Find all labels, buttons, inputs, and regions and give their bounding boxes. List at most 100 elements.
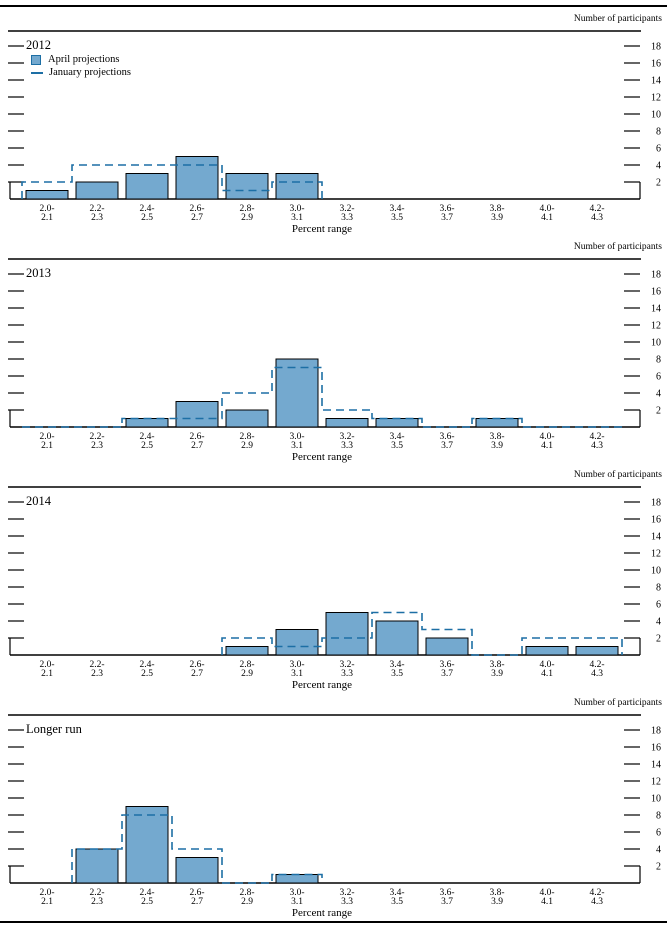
bin-label: 3.8-3.9: [489, 888, 504, 907]
y-tick-label: 12: [651, 777, 661, 788]
april-bar: [175, 401, 219, 428]
y-tick-label: 18: [651, 726, 661, 737]
bin-label: 2.4-2.5: [139, 888, 154, 907]
y-tick-label: 6: [656, 144, 661, 155]
y-tick-label: 16: [651, 287, 661, 298]
y-tick-label: 10: [651, 794, 661, 805]
april-bar: [275, 629, 319, 656]
y-tick-label: 2: [656, 178, 661, 189]
legend: April projections January projections: [31, 53, 131, 79]
bin-label: 2.6-2.7: [189, 660, 204, 679]
histogram-2013: 2 4 6 8 10 12 14 16 18 2.0-2.1 2.2-2.3 2.4-2.5 2.6-2…: [8, 258, 661, 451]
y-tick-label: 14: [651, 304, 661, 315]
april-bar: [125, 806, 169, 884]
april-bar: [325, 418, 369, 428]
y-tick-label: 10: [651, 566, 661, 577]
april-bar: [375, 620, 419, 656]
bin-label: 3.8-3.9: [489, 660, 504, 679]
april-bar: [525, 646, 569, 656]
y-axis-title: Number of participants: [573, 242, 662, 252]
x-axis-title: Percent range: [291, 223, 353, 235]
y-tick-label: 8: [656, 583, 661, 594]
y-tick-label: 8: [656, 127, 661, 138]
x-axis-title: Percent range: [291, 907, 353, 919]
bin-label: 2.8-2.9: [239, 204, 254, 223]
bin-label: 2.8-2.9: [239, 432, 254, 451]
y-tick-label: 12: [651, 93, 661, 104]
april-bar: [225, 646, 269, 656]
x-axis-title: Percent range: [291, 451, 353, 463]
y-tick-label: 2: [656, 406, 661, 417]
bin-label: 4.0-4.1: [539, 432, 554, 451]
bin-label: 3.2-3.3: [339, 432, 354, 451]
y-tick-label: 16: [651, 515, 661, 526]
january-swatch-icon: [31, 71, 43, 74]
y-tick-label: 8: [656, 355, 661, 366]
y-tick-label: 18: [651, 498, 661, 509]
april-bar: [375, 418, 419, 428]
bin-label: 3.4-3.5: [389, 888, 404, 907]
bin-label: 4.2-4.3: [589, 888, 604, 907]
april-bar: [475, 418, 519, 428]
bin-label: 4.2-4.3: [589, 660, 604, 679]
april-bar: [125, 418, 169, 428]
bin-label: 4.0-4.1: [539, 888, 554, 907]
bin-label: 4.2-4.3: [589, 432, 604, 451]
y-tick-label: 10: [651, 338, 661, 349]
bin-label: 2.0-2.1: [39, 660, 54, 679]
y-tick-label: 16: [651, 59, 661, 70]
y-tick-label: 4: [656, 161, 661, 172]
panel-title: 2013: [26, 266, 51, 280]
y-tick-label: 10: [651, 110, 661, 121]
panel-title: Longer run: [26, 722, 82, 736]
bin-label: 4.0-4.1: [539, 204, 554, 223]
january-line: [21, 164, 323, 199]
april-bar: [275, 874, 319, 884]
april-bar: [75, 181, 119, 200]
bin-label: 3.2-3.3: [339, 888, 354, 907]
y-tick-label: 2: [656, 862, 661, 873]
y-axis-title: Number of participants: [573, 14, 662, 24]
y-tick-label: 4: [656, 845, 661, 856]
bin-label: 2.4-2.5: [139, 432, 154, 451]
april-bar: [275, 173, 319, 200]
top-rule: [0, 5, 667, 7]
april-bar: [125, 173, 169, 200]
y-tick-label: 8: [656, 811, 661, 822]
april-bar: [275, 358, 319, 428]
april-bar: [175, 156, 219, 200]
bin-label: 3.8-3.9: [489, 204, 504, 223]
bin-label: 3.4-3.5: [389, 660, 404, 679]
april-bar: [225, 409, 269, 428]
y-tick-label: 4: [656, 617, 661, 628]
legend-april-label: April projections: [48, 54, 120, 65]
bin-label: 2.2-2.3: [89, 204, 104, 223]
y-tick-label: 2: [656, 634, 661, 645]
bin-label: 2.2-2.3: [89, 432, 104, 451]
january-line: [22, 366, 622, 428]
bin-label: 3.6-3.7: [439, 660, 454, 679]
bin-label: 3.8-3.9: [489, 432, 504, 451]
april-bar: [425, 637, 469, 656]
y-tick-label: 16: [651, 743, 661, 754]
legend-item-january: January projections: [31, 66, 131, 79]
bin-label: 3.6-3.7: [439, 888, 454, 907]
bin-label: 2.4-2.5: [139, 204, 154, 223]
bin-label: 3.4-3.5: [389, 204, 404, 223]
bin-label: 2.8-2.9: [239, 660, 254, 679]
y-tick-label: 12: [651, 321, 661, 332]
histogram-2014: 2 4 6 8 10 12 14 16 18 2.0-2.1 2.2-2.3 2.4-2.5 2.6-2…: [8, 486, 661, 679]
bin-label: 3.0-3.1: [289, 888, 304, 907]
april-bar: [175, 857, 219, 884]
y-tick-label: 18: [651, 42, 661, 53]
bin-label: 2.8-2.9: [239, 888, 254, 907]
panel-2013: Number of participants 2 4 6 8 10 12 14 16 18 2.0…: [0, 237, 667, 465]
panel-title: 2014: [26, 494, 51, 508]
y-tick-label: 14: [651, 532, 661, 543]
y-tick-label: 14: [651, 76, 661, 87]
april-swatch-icon: [31, 54, 41, 65]
bin-label: 2.6-2.7: [189, 204, 204, 223]
y-axis-title: Number of participants: [573, 470, 662, 480]
january-line: [221, 611, 623, 656]
april-bar: [225, 173, 269, 200]
